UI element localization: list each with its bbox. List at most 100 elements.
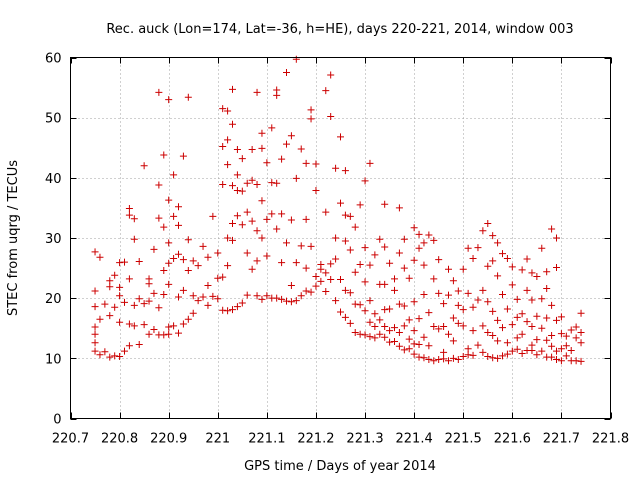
- data-point: [263, 215, 271, 223]
- data-point: [91, 248, 99, 256]
- data-point: [572, 323, 580, 331]
- data-point: [459, 353, 467, 361]
- data-point: [371, 322, 379, 330]
- data-point: [125, 275, 133, 283]
- data-point: [224, 234, 232, 242]
- data-point: [420, 354, 428, 362]
- data-point: [287, 298, 295, 306]
- data-point: [253, 180, 261, 188]
- data-point: [233, 171, 241, 179]
- data-point: [341, 313, 349, 321]
- data-point: [91, 287, 99, 295]
- data-point: [204, 282, 212, 290]
- data-point: [381, 322, 389, 330]
- data-point: [518, 266, 526, 274]
- data-point: [204, 253, 212, 261]
- data-point: [312, 186, 320, 194]
- data-point: [351, 223, 359, 231]
- data-point: [400, 235, 408, 243]
- data-point: [199, 293, 207, 301]
- data-point: [557, 357, 565, 365]
- data-point: [361, 307, 369, 315]
- data-point: [430, 236, 438, 244]
- data-point: [479, 322, 487, 330]
- data-point: [528, 296, 536, 304]
- data-point: [400, 346, 408, 354]
- data-point: [150, 325, 158, 333]
- data-point: [116, 318, 124, 326]
- data-point: [356, 330, 364, 338]
- data-point: [376, 235, 384, 243]
- data-point: [538, 244, 546, 252]
- x-tick-label: 221: [205, 432, 230, 447]
- data-point: [165, 323, 173, 331]
- data-point: [346, 246, 354, 254]
- data-point: [454, 319, 462, 327]
- data-point: [479, 348, 487, 356]
- x-tick-label: 220.7: [52, 432, 89, 447]
- data-point: [366, 318, 374, 326]
- data-point: [160, 291, 168, 299]
- grid: [70, 57, 611, 419]
- data-point: [440, 355, 448, 363]
- data-point: [219, 143, 227, 151]
- data-point: [125, 205, 133, 213]
- data-point: [165, 330, 173, 338]
- data-point: [518, 350, 526, 358]
- data-point: [454, 287, 462, 295]
- data-point: [381, 306, 389, 314]
- data-point: [548, 353, 556, 361]
- data-point: [445, 265, 452, 273]
- data-point: [106, 283, 114, 291]
- x-tick-label: 221.8: [592, 432, 629, 447]
- data-point: [562, 332, 570, 340]
- data-point: [543, 285, 551, 293]
- data-point: [268, 179, 276, 187]
- data-point: [332, 297, 340, 305]
- x-tick-label: 221.2: [297, 432, 334, 447]
- data-point: [410, 256, 418, 264]
- data-point: [503, 350, 511, 358]
- data-point: [233, 212, 241, 220]
- data-point: [410, 298, 418, 306]
- data-point: [346, 319, 354, 327]
- data-point: [440, 322, 448, 330]
- data-point: [494, 354, 502, 362]
- data-point: [263, 159, 271, 167]
- data-point: [165, 280, 173, 288]
- data-point: [140, 162, 148, 170]
- data-point: [425, 309, 433, 317]
- data-point: [405, 335, 413, 343]
- data-point: [449, 314, 457, 322]
- data-point: [425, 356, 433, 364]
- data-point: [278, 155, 286, 163]
- data-point: [415, 340, 423, 348]
- data-point: [229, 306, 236, 314]
- data-point: [528, 269, 536, 277]
- data-point: [494, 337, 502, 345]
- data-point: [111, 352, 119, 360]
- data-point: [366, 159, 374, 167]
- data-point: [170, 322, 178, 330]
- data-point: [341, 237, 349, 245]
- data-point: [327, 71, 335, 79]
- data-point: [175, 329, 182, 337]
- data-point: [376, 330, 384, 338]
- data-point: [165, 259, 173, 267]
- data-point: [523, 286, 531, 294]
- x-tick-label: 221.7: [543, 432, 580, 447]
- data-point: [248, 146, 256, 154]
- data-point: [513, 295, 521, 303]
- data-point: [400, 302, 408, 310]
- data-point: [91, 339, 99, 347]
- data-point: [538, 295, 546, 303]
- data-point: [400, 264, 408, 272]
- data-point: [184, 236, 192, 244]
- data-point: [395, 204, 403, 212]
- data-point: [179, 256, 187, 264]
- data-point: [214, 274, 222, 282]
- data-point: [125, 320, 133, 328]
- data-point: [503, 305, 511, 313]
- data-point: [543, 336, 551, 344]
- data-point: [415, 353, 423, 361]
